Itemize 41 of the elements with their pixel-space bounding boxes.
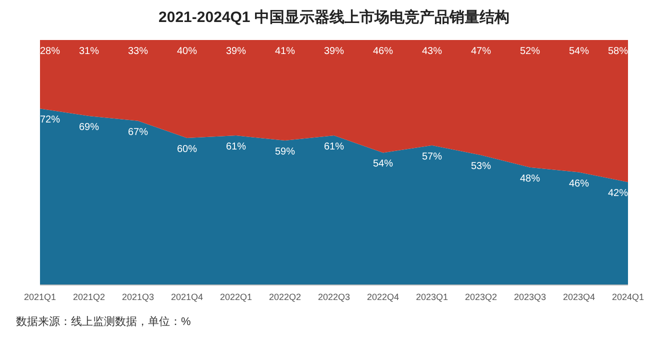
x-tick-label: 2023Q3: [514, 292, 546, 302]
data-label: 28%: [40, 46, 60, 57]
data-label: 69%: [78, 122, 100, 133]
data-label: 57%: [422, 151, 442, 162]
data-label: 31%: [78, 46, 100, 57]
source-note: 数据来源：线上监测数据，单位：%: [16, 315, 191, 328]
x-tick-label: 2022Q4: [366, 292, 400, 302]
data-label: 61%: [324, 142, 344, 153]
x-tick-label: 2024Q1: [612, 292, 644, 302]
data-label: 54%: [568, 46, 590, 57]
data-label: 46%: [568, 178, 590, 190]
data-label: 33%: [128, 46, 148, 57]
x-tick-label: 2023Q2: [464, 292, 498, 302]
x-tick-label: 2021Q2: [72, 292, 106, 302]
x-tick-label: 2022Q1: [220, 292, 252, 302]
data-label: 52%: [520, 46, 540, 57]
x-tick-label: 2021Q4: [170, 292, 204, 302]
data-label: 53%: [470, 161, 492, 172]
x-tick-label: 2023Q4: [562, 292, 596, 302]
data-label: 39%: [324, 46, 344, 57]
data-label: 46%: [372, 46, 394, 57]
x-tick-label: 2021Q1: [24, 292, 56, 302]
data-label: 59%: [274, 146, 296, 158]
data-label: 61%: [226, 142, 246, 153]
data-label: 67%: [128, 126, 148, 138]
x-tick-label: 2022Q3: [318, 292, 350, 302]
data-label: 41%: [274, 46, 296, 57]
chart-title: 2021-2024Q1 中国显示器线上市场电竞产品销量结构: [158, 8, 510, 26]
data-label: 60%: [176, 144, 198, 155]
x-tick-label: 2022Q2: [268, 292, 302, 302]
data-label: 39%: [226, 46, 246, 57]
data-label: 40%: [176, 46, 198, 57]
data-label: 42%: [608, 188, 628, 200]
x-tick-label: 2021Q3: [122, 292, 154, 302]
data-label: 58%: [608, 46, 628, 57]
data-label: 48%: [520, 173, 540, 184]
data-label: 43%: [422, 46, 442, 57]
x-tick-label: 2023Q1: [416, 292, 448, 302]
data-label: 54%: [372, 158, 394, 170]
data-label: 72%: [40, 114, 60, 126]
data-label: 47%: [470, 46, 492, 57]
